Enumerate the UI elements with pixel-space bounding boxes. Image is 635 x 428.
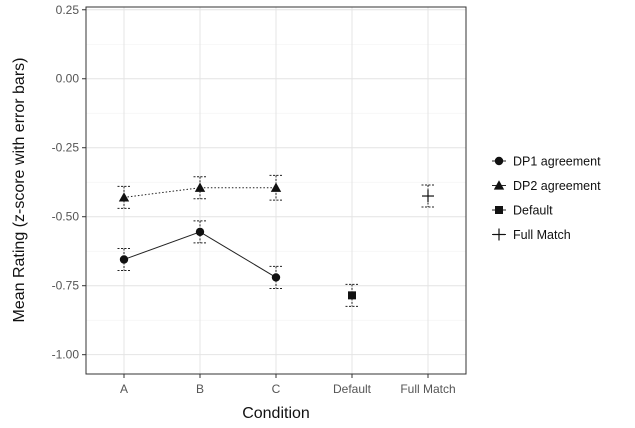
y-tick-label: -0.50	[52, 210, 80, 224]
y-axis-title: Mean Rating (z-score with error bars)	[11, 58, 28, 323]
legend-key-marker	[493, 228, 505, 241]
y-tick-label: -0.75	[52, 279, 80, 293]
data-point	[348, 291, 356, 300]
x-tick-label: A	[120, 382, 128, 396]
legend-label: DP2 agreement	[513, 179, 601, 193]
y-tick-label: 0.25	[56, 3, 80, 17]
y-tick-label: -1.00	[52, 348, 80, 362]
legend-item-2: Default	[492, 204, 553, 218]
series-layer	[117, 174, 435, 307]
legend-label: Default	[513, 204, 553, 218]
legend-key-marker	[494, 156, 504, 166]
series-1	[117, 174, 283, 209]
legend-key-marker	[493, 180, 505, 190]
series-2	[345, 283, 359, 307]
data-point	[194, 182, 206, 192]
legend-item-1: DP2 agreement	[492, 179, 601, 193]
series-line	[123, 187, 276, 198]
x-tick-label: B	[196, 382, 204, 396]
data-point	[270, 182, 282, 192]
data-point	[271, 273, 281, 282]
x-axis-title: Condition	[242, 405, 310, 422]
data-point	[195, 227, 205, 237]
data-point	[422, 190, 434, 203]
x-tick-label: C	[272, 382, 281, 396]
x-tick-label: Default	[333, 382, 372, 396]
series-0	[117, 220, 283, 289]
data-point	[119, 255, 129, 264]
axes: 0.25 0.00 -0.25 -0.50 -0.75 -1.00 A B C Default Fu…	[52, 3, 456, 396]
legend-item-0: DP1 agreement	[492, 155, 601, 169]
legend-label: Full Match	[513, 228, 571, 242]
series-3	[421, 184, 435, 208]
legend: DP1 agreement DP2 agreement Default Full Ma…	[492, 155, 601, 242]
data-point	[118, 192, 130, 202]
legend-item-3: Full Match	[492, 228, 571, 242]
y-tick-label: 0.00	[56, 72, 80, 86]
x-tick-label: Full Match	[400, 382, 455, 396]
y-tick-label: -0.25	[52, 141, 80, 155]
legend-key-marker	[495, 206, 503, 214]
legend-label: DP1 agreement	[513, 155, 601, 169]
